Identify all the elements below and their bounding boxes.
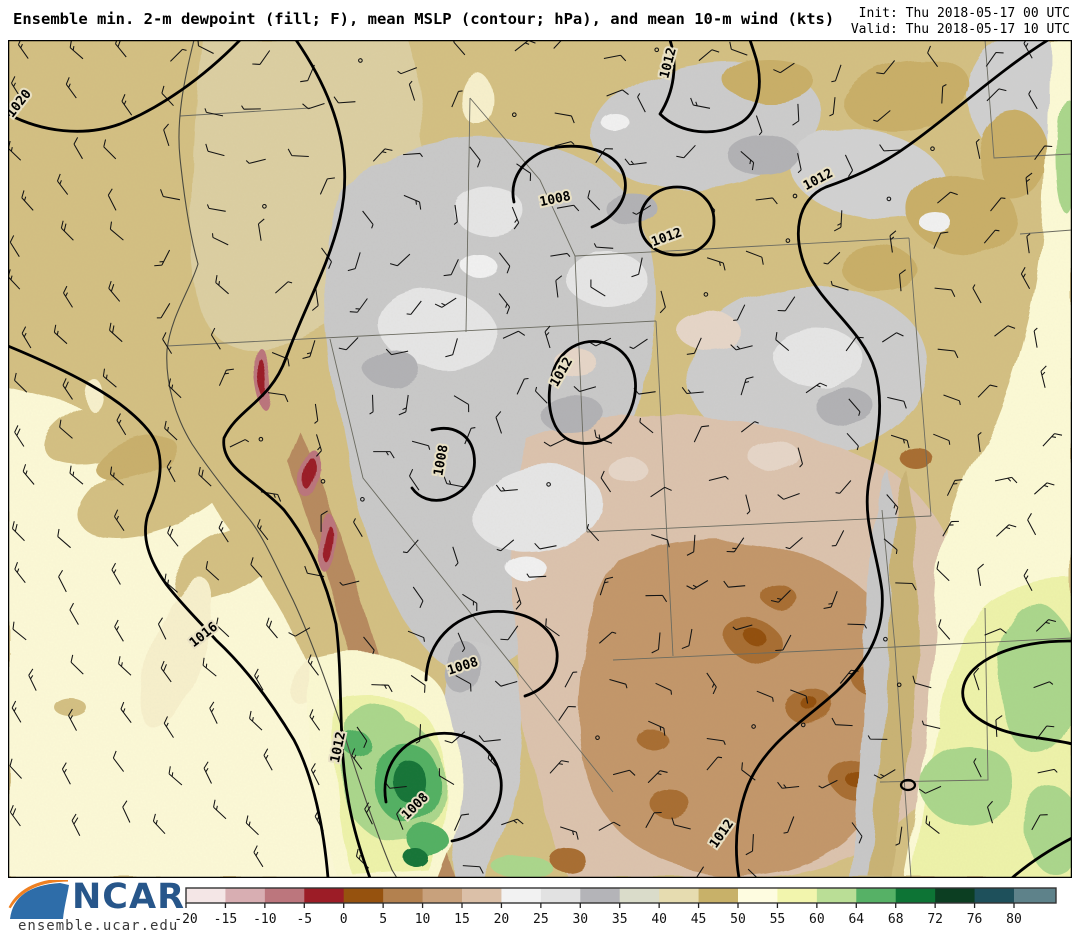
colorbar-tick-label: 80 [1006, 912, 1022, 927]
colorbar-tick-label: -20 [174, 912, 197, 927]
footer: -20 -15 -10 -5 0 5 10 15 20 25 30 35 40 45 50 55 60 64 68 7… [0, 878, 1080, 936]
colorbar-tick-label: 76 [967, 912, 983, 927]
colorbar-tick-label: 30 [572, 912, 588, 927]
colorbar-tick-label: -10 [253, 912, 276, 927]
colorbar-tick-label: 40 [651, 912, 667, 927]
colorbar-tick-label: 10 [415, 912, 431, 927]
colorbar-tick-label: 0 [340, 912, 348, 927]
colorbar-tick-label: 45 [691, 912, 707, 927]
colorbar-tick-label: 50 [730, 912, 746, 927]
mslp-contours [8, 40, 1072, 878]
colorbar: -20 -15 -10 -5 0 5 10 15 20 25 30 35 40 45 50 55 60 64 68 7… [174, 887, 1057, 927]
coastline [166, 40, 398, 878]
colorbar-tick-label: 72 [927, 912, 943, 927]
weather-map: 1020101210081012101210121008101610081008… [8, 40, 1072, 878]
colorbar-tick-label: 55 [770, 912, 786, 927]
ncar-swoosh-icon [8, 880, 70, 919]
colorbar-tick-label: 68 [888, 912, 904, 927]
valid-timestamp: Valid: Thu 2018-05-17 10 UTC [850, 22, 1070, 37]
state-borders [166, 40, 1072, 878]
colorbar-tick-label: 64 [848, 912, 864, 927]
colorbar-tick-label: 20 [494, 912, 510, 927]
run-timestamps: Init: Thu 2018-05-17 00 UTC Valid: Thu 2… [851, 6, 1070, 38]
colorbar-tick-label: -15 [214, 912, 237, 927]
colorbar-tick-label: 25 [533, 912, 549, 927]
ncar-logo: NCAR ensemble.ucar.edu [8, 880, 208, 934]
wind-barbs [8, 40, 1063, 878]
init-timestamp: Init: Thu 2018-05-17 00 UTC [858, 6, 1070, 21]
colorbar-tick-label: 35 [612, 912, 628, 927]
ncar-wordmark: NCAR [72, 877, 186, 917]
page-title: Ensemble min. 2-m dewpoint (fill; F), me… [13, 10, 835, 28]
colorbar-tick-label: 5 [379, 912, 387, 927]
map-frame [8, 40, 1072, 878]
colorbar-tick-label: 60 [809, 912, 825, 927]
colorbar-tick-label: 15 [454, 912, 470, 927]
colorbar-tick-label: -5 [296, 912, 312, 927]
site-url: ensemble.ucar.edu [18, 918, 179, 934]
